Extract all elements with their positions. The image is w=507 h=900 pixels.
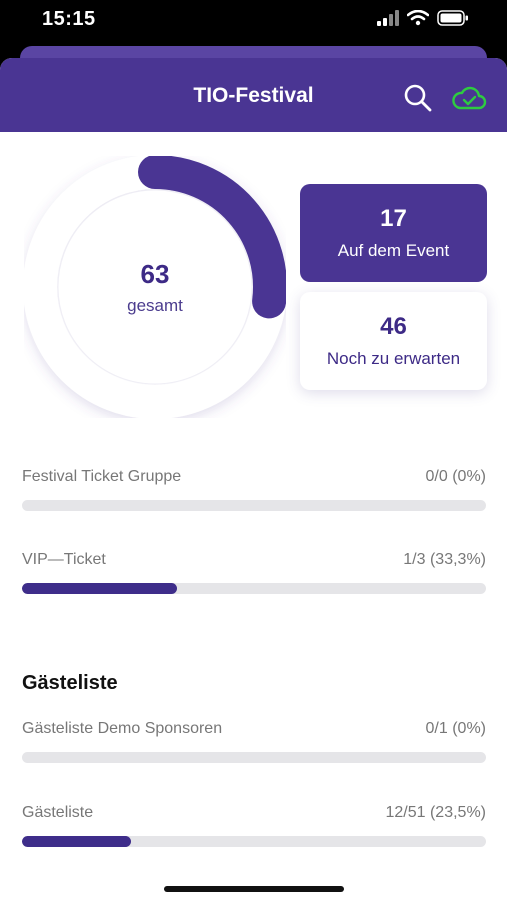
guestlist-section-title: Gästeliste — [22, 672, 118, 694]
attendance-donut: 63 gesamt — [23, 155, 287, 419]
progress-fill — [22, 836, 132, 847]
progress-track — [22, 836, 486, 847]
guestlist-row[interactable]: Gästeliste Demo Sponsoren 0/1 (0%) — [22, 720, 486, 763]
status-icons — [377, 10, 469, 26]
status-bar: 15:15 — [0, 0, 507, 44]
expected-count: 46 — [380, 313, 407, 340]
on-event-card: 17 Auf dem Event — [300, 184, 487, 282]
guestlist-name: Gästeliste Demo Sponsoren — [22, 720, 223, 737]
ticket-row[interactable]: VIP—Ticket 1/3 (33,3%) — [22, 551, 486, 594]
wifi-icon — [407, 10, 429, 26]
ticket-name: Festival Ticket Gruppe — [22, 468, 182, 485]
progress-track — [22, 752, 486, 763]
donut-progress-arc — [138, 155, 287, 319]
progress-track — [22, 583, 486, 594]
search-icon — [404, 84, 432, 112]
guestlist-name: Gästeliste — [22, 804, 94, 821]
ticket-count: 0/0 (0%) — [425, 468, 486, 485]
cloud-check-icon — [452, 86, 487, 110]
ticket-count: 1/3 (33,3%) — [403, 551, 486, 568]
progress-fill — [22, 583, 177, 594]
on-event-label: Auf dem Event — [337, 241, 450, 260]
progress-track — [22, 500, 486, 511]
ticket-name: VIP—Ticket — [22, 551, 106, 568]
sync-status-button[interactable] — [450, 82, 488, 114]
guestlist-row[interactable]: Gästeliste 12/51 (23,5%) — [22, 804, 486, 847]
battery-icon — [437, 10, 468, 26]
donut-inner-shadow — [57, 189, 253, 385]
page-title: TIO-Festival — [193, 84, 314, 107]
expected-card: 46 Noch zu erwarten — [300, 292, 487, 390]
donut-center: 63 gesamt — [24, 156, 286, 418]
event-dashboard: TIO-Festival 63 ge — [0, 58, 507, 900]
status-time: 15:15 — [42, 8, 96, 30]
guestlist-count: 0/1 (0%) — [425, 720, 486, 737]
search-button[interactable] — [402, 82, 434, 114]
guestlist-count: 12/51 (23,5%) — [385, 804, 486, 821]
on-event-count: 17 — [380, 205, 407, 232]
total-label: gesamt — [127, 295, 183, 315]
ticket-row[interactable]: Festival Ticket Gruppe 0/0 (0%) — [22, 468, 486, 511]
expected-label: Noch zu erwarten — [326, 349, 461, 368]
donut-chart — [23, 155, 287, 419]
app-header: TIO-Festival — [0, 58, 507, 132]
home-indicator — [164, 886, 344, 892]
cellular-signal-icon — [377, 10, 399, 26]
total-count: 63 — [140, 258, 170, 289]
